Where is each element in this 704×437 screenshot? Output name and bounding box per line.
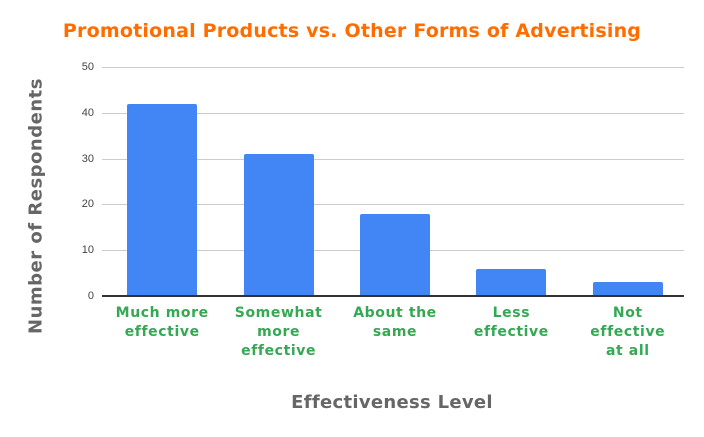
- bar[interactable]: [476, 268, 547, 295]
- gridline: [102, 112, 684, 114]
- bar[interactable]: [360, 213, 430, 295]
- gridline: [102, 67, 684, 68]
- category-label: Somewhat more effective: [234, 305, 323, 359]
- category-label: Less effective: [473, 305, 549, 340]
- y-tick-label: 40: [81, 106, 94, 119]
- bar[interactable]: [243, 154, 314, 295]
- y-tick-label: 50: [81, 61, 94, 73]
- category-label: Not effective at all: [590, 305, 666, 359]
- x-axis-line: [102, 295, 684, 297]
- y-tick-label: 10: [81, 244, 94, 257]
- category-label: Much more effective: [115, 305, 209, 340]
- y-tick-label: 30: [81, 152, 94, 165]
- bar[interactable]: [127, 103, 198, 295]
- category-label: About the same: [353, 305, 437, 340]
- plot-area: [102, 67, 684, 297]
- gridline: [102, 158, 684, 160]
- y-tick-label: 20: [81, 198, 94, 211]
- bar[interactable]: [592, 282, 663, 295]
- y-tick-label: 0: [87, 290, 94, 302]
- chart-title: Promotional Products vs. Other Forms of …: [62, 20, 642, 42]
- gridline: [102, 204, 684, 206]
- y-axis-title: Number of Respondents: [25, 78, 47, 334]
- x-axis-title: Effectiveness Level: [291, 392, 493, 413]
